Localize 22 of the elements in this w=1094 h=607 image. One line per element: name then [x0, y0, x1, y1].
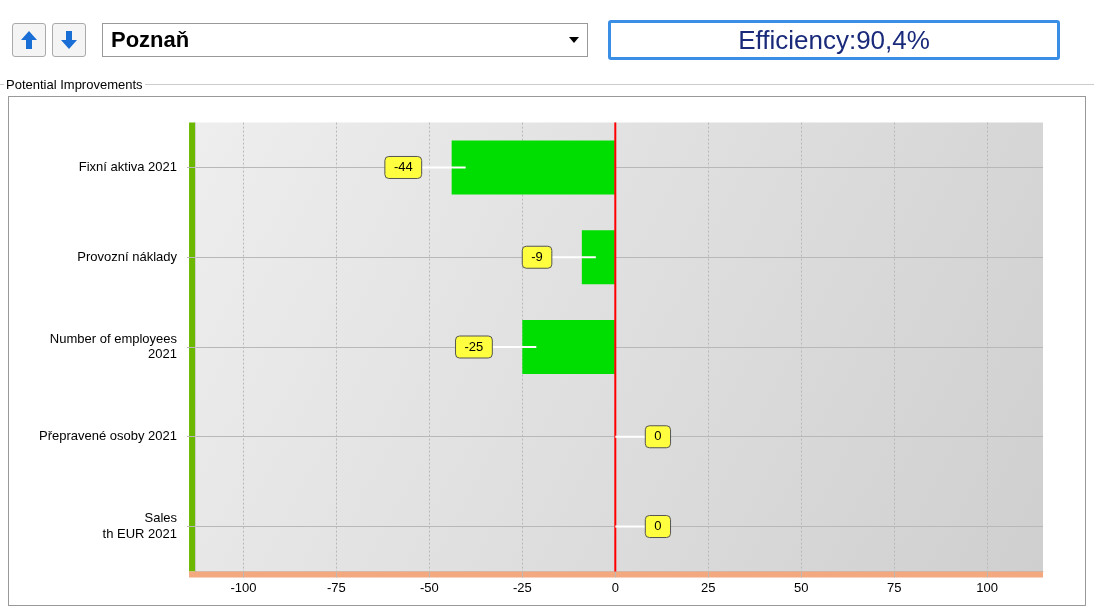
x-tick-label: -75: [326, 579, 346, 595]
text: Poznaň: [111, 27, 190, 53]
y-tick-label: Provozní náklady: [77, 248, 178, 264]
y-tick-label: Fixní aktiva 2021: [78, 159, 178, 175]
data-label: 0: [654, 428, 662, 444]
y-tick-label: Přepravené osoby 2021: [39, 428, 178, 444]
text: Efficiency:90,4%: [608, 20, 1060, 60]
x-tick-label: 100: [976, 579, 999, 595]
data-label: -25: [464, 338, 484, 354]
x-tick-label: 0: [611, 579, 619, 595]
x-tick-label: 25: [701, 579, 716, 595]
data-label: -9: [531, 248, 543, 264]
x-tick-label: -100: [230, 579, 257, 595]
x-tick-label: -25: [512, 579, 532, 595]
x-tick-label: 50: [794, 579, 809, 595]
data-label: -44: [393, 159, 413, 175]
y-tick-label: Number of employees 2021: [49, 330, 178, 362]
data-label: 0: [654, 518, 662, 534]
x-tick-label: 75: [887, 579, 902, 595]
text: Potential Improvements: [4, 77, 145, 92]
y-tick-label: Sales th EUR 2021: [102, 510, 178, 541]
x-tick-label: -50: [419, 579, 439, 595]
